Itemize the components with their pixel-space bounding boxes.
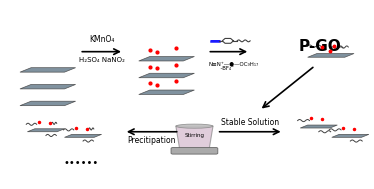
Text: Stable Solution: Stable Solution bbox=[221, 118, 279, 127]
Polygon shape bbox=[332, 134, 369, 137]
Polygon shape bbox=[20, 101, 76, 106]
FancyBboxPatch shape bbox=[171, 148, 218, 154]
Polygon shape bbox=[308, 53, 354, 57]
Text: ••••••: •••••• bbox=[64, 158, 99, 168]
Polygon shape bbox=[176, 126, 213, 149]
Polygon shape bbox=[64, 134, 102, 137]
Polygon shape bbox=[20, 68, 76, 72]
Polygon shape bbox=[139, 73, 194, 78]
Ellipse shape bbox=[176, 124, 213, 128]
Text: H₂SO₄ NaNO₂: H₂SO₄ NaNO₂ bbox=[79, 57, 125, 63]
Text: N≡N⁺—●—OC₉H₁₇: N≡N⁺—●—OC₉H₁₇ bbox=[209, 61, 259, 66]
Text: P-GO: P-GO bbox=[298, 39, 341, 54]
Polygon shape bbox=[20, 84, 76, 89]
Polygon shape bbox=[27, 129, 64, 132]
Polygon shape bbox=[139, 57, 194, 61]
Text: KMnO₄: KMnO₄ bbox=[89, 35, 114, 44]
Text: -BF₄⁻: -BF₄⁻ bbox=[210, 66, 234, 71]
Text: Precitipation: Precitipation bbox=[128, 136, 176, 145]
Polygon shape bbox=[300, 125, 337, 128]
Polygon shape bbox=[139, 90, 194, 94]
Text: Stirring: Stirring bbox=[184, 133, 205, 138]
